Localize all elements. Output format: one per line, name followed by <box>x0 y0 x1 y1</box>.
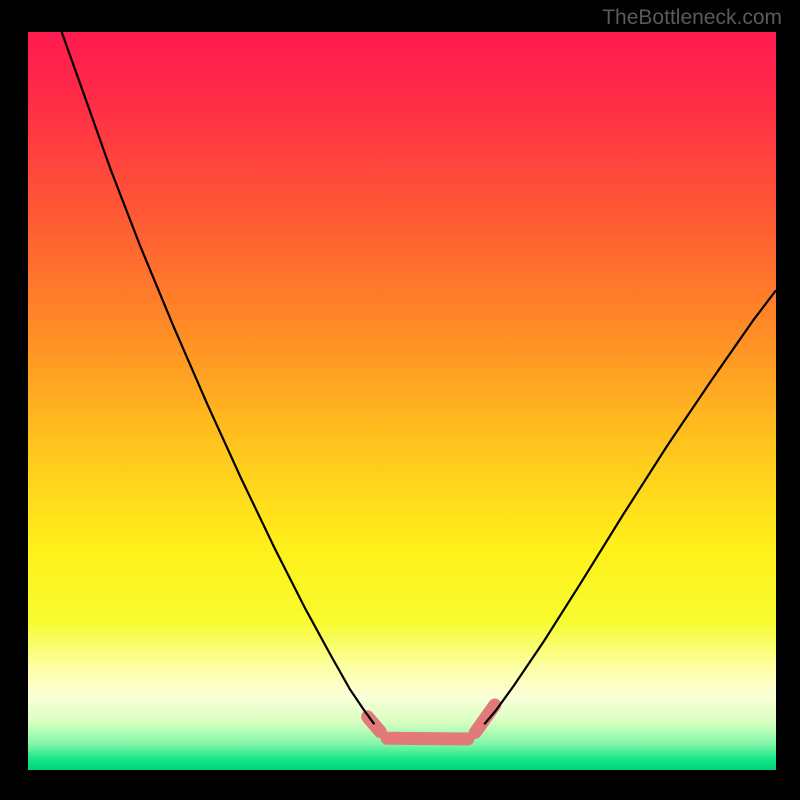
watermark-text: TheBottleneck.com <box>602 6 782 30</box>
chart-container: TheBottleneck.com <box>0 0 800 800</box>
plot-area <box>28 32 776 770</box>
